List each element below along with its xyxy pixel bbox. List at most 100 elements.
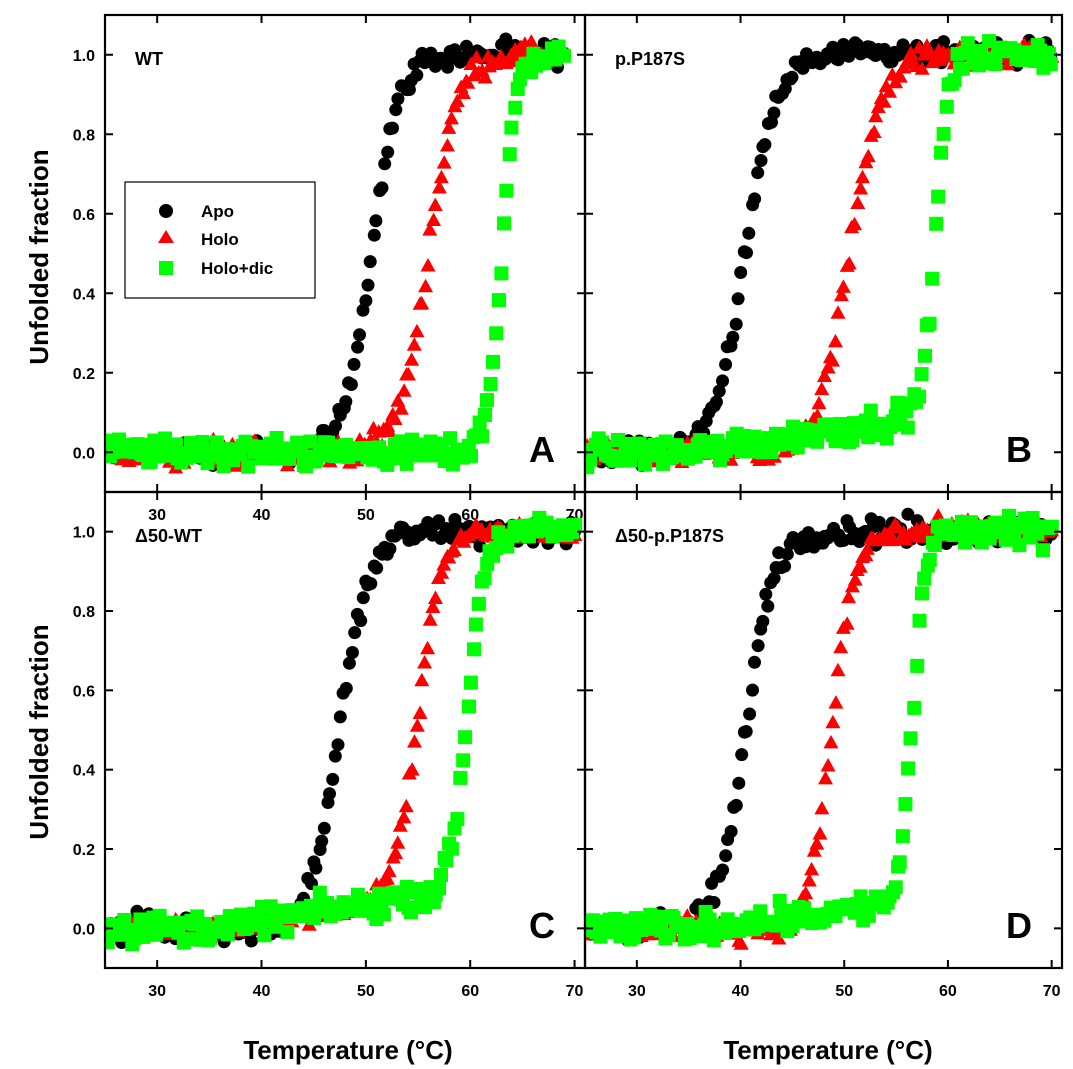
data-point — [712, 384, 726, 398]
data-point — [512, 72, 527, 87]
data-point — [751, 639, 765, 653]
data-point — [471, 596, 486, 611]
data-point — [508, 100, 523, 115]
x-tick-label: 60 — [939, 983, 957, 1000]
data-point — [326, 772, 340, 786]
panel-B: p.P187S B — [583, 13, 1064, 494]
data-point — [364, 577, 378, 591]
y-tick-label: 0.8 — [73, 127, 95, 144]
x-tick-label: 50 — [835, 983, 853, 1000]
panel-B-data — [585, 33, 1060, 475]
panel-D-data — [585, 507, 1060, 950]
data-point — [922, 552, 937, 567]
data-point — [375, 181, 389, 195]
data-point — [381, 145, 395, 159]
data-point — [729, 317, 743, 331]
data-point — [901, 507, 915, 521]
data-point — [367, 228, 381, 242]
data-point — [383, 542, 397, 556]
data-point — [756, 614, 770, 628]
data-point — [381, 423, 397, 438]
data-point — [833, 639, 849, 654]
data-point — [345, 646, 359, 659]
data-point — [828, 695, 844, 709]
data-point — [339, 681, 353, 695]
data-point — [388, 845, 404, 859]
data-point — [939, 99, 954, 114]
data-point — [478, 408, 492, 422]
series-holo-dic-C — [105, 510, 583, 952]
data-point — [381, 863, 397, 878]
data-point — [853, 181, 869, 195]
data-point — [726, 330, 740, 344]
data-point — [317, 821, 331, 835]
panel-C-letter: C — [529, 905, 555, 946]
panel-D-letter: D — [1006, 905, 1032, 946]
data-point — [767, 106, 781, 120]
data-point — [348, 626, 362, 640]
data-point — [719, 358, 733, 371]
panel-A-data — [105, 32, 571, 474]
data-point — [801, 873, 817, 887]
data-point — [418, 278, 434, 293]
data-point — [798, 885, 814, 900]
data-point — [841, 256, 857, 270]
data-point — [391, 92, 405, 106]
data-point — [323, 787, 336, 801]
data-point — [431, 180, 447, 194]
data-point — [852, 559, 868, 573]
data-point — [748, 192, 762, 206]
data-point — [817, 368, 832, 382]
data-point — [420, 640, 436, 655]
y-tick-label: 0.4 — [73, 763, 95, 780]
data-point — [844, 578, 860, 593]
legend-holo-dic-label: Holo+dic — [201, 259, 273, 278]
x-tick-label: 40 — [732, 983, 750, 1000]
series-holo-C — [105, 515, 583, 943]
data-point — [934, 145, 949, 160]
data-point — [458, 730, 473, 745]
data-point — [810, 434, 825, 449]
data-point — [876, 94, 892, 108]
legend-apo-label: Apo — [201, 202, 234, 221]
data-point — [356, 591, 370, 605]
data-point — [825, 714, 841, 729]
data-point — [396, 383, 412, 397]
data-point — [830, 662, 846, 677]
y-tick-label: 1.0 — [73, 48, 95, 65]
data-point — [735, 748, 749, 762]
data-point — [486, 354, 500, 369]
data-point — [839, 616, 855, 630]
data-point — [719, 849, 733, 863]
data-point — [351, 340, 365, 354]
x-tick-label: 60 — [461, 983, 479, 1000]
x-tick-label: 30 — [628, 983, 646, 1000]
data-point — [379, 871, 395, 885]
data-point — [771, 931, 787, 945]
data-point — [734, 266, 748, 279]
data-point — [117, 913, 132, 927]
data-point — [746, 683, 759, 697]
data-point — [433, 169, 449, 184]
data-point — [477, 571, 492, 586]
data-point — [363, 255, 377, 269]
data-point — [709, 395, 723, 409]
data-point — [903, 45, 919, 59]
data-point — [820, 360, 836, 374]
data-point — [497, 216, 511, 231]
data-point — [936, 126, 951, 141]
series-apo-C — [105, 513, 581, 949]
data-point — [133, 912, 148, 927]
data-point — [244, 934, 258, 948]
data-point — [220, 927, 235, 942]
data-point — [169, 437, 183, 452]
data-point — [868, 108, 884, 123]
data-point — [759, 587, 773, 601]
data-point — [499, 183, 514, 198]
data-point — [241, 459, 256, 474]
data-point — [811, 395, 827, 410]
data-point — [467, 642, 481, 657]
data-point — [353, 328, 366, 342]
data-point — [422, 612, 438, 626]
